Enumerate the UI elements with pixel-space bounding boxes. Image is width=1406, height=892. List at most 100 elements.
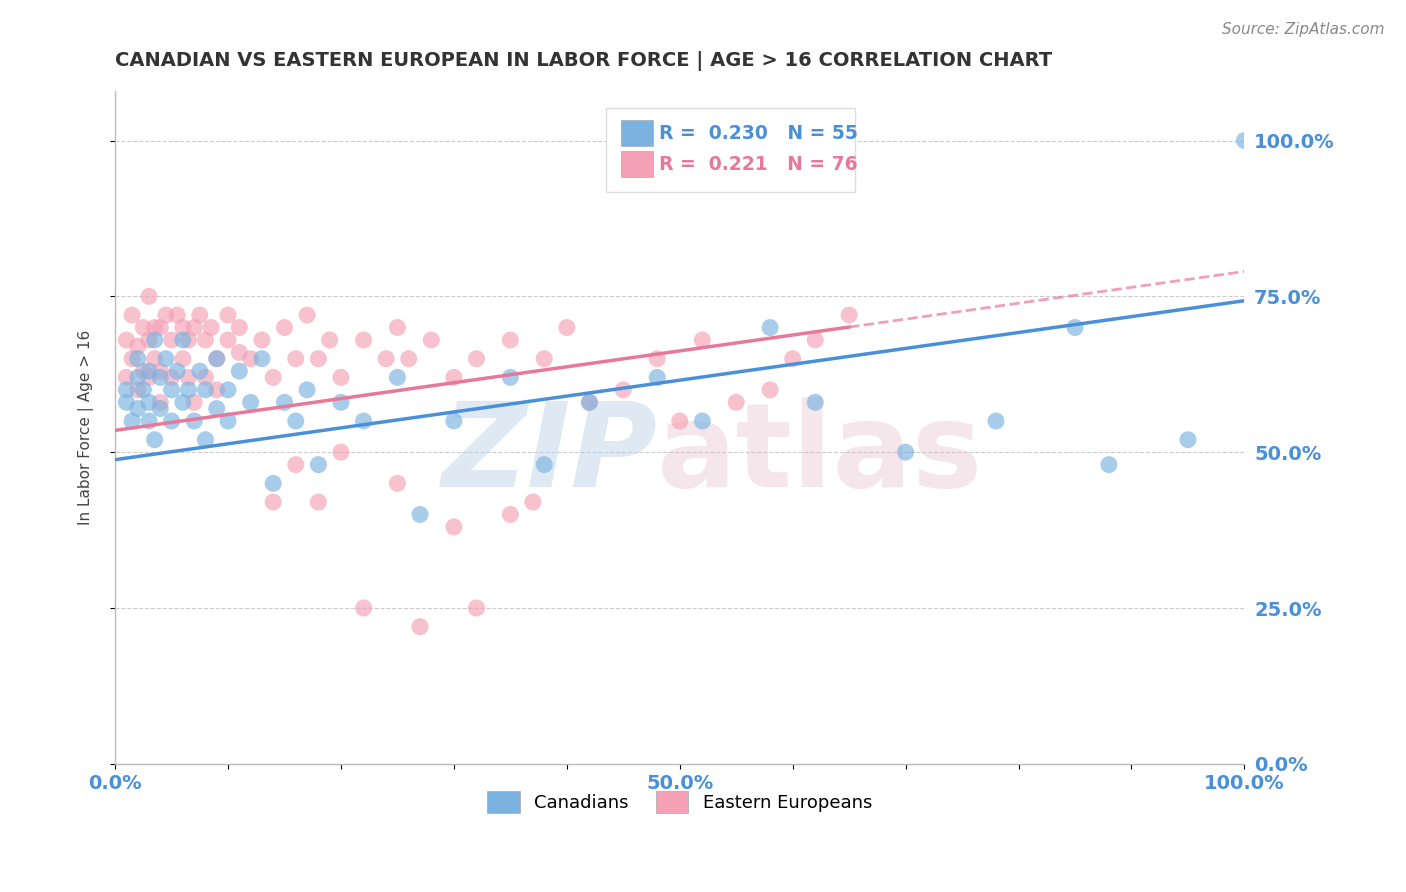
Point [188, 364, 211, 378]
Point [183, 414, 205, 428]
Point [115, 333, 138, 347]
Point [121, 414, 143, 428]
Point [387, 370, 409, 384]
Point [443, 414, 465, 428]
Point [194, 383, 217, 397]
Point [295, 383, 318, 397]
Point [172, 351, 194, 366]
Point [177, 383, 200, 397]
Point [127, 339, 149, 353]
Point [160, 383, 183, 397]
Point [121, 351, 143, 366]
Point [160, 414, 183, 428]
Point [273, 395, 295, 409]
Point [143, 333, 166, 347]
Point [330, 370, 353, 384]
Point [127, 370, 149, 384]
Text: Source: ZipAtlas.com: Source: ZipAtlas.com [1222, 22, 1385, 37]
Point [217, 414, 239, 428]
Point [759, 383, 782, 397]
Point [555, 320, 578, 334]
Point [155, 351, 177, 366]
Point [1098, 458, 1121, 472]
Point [166, 364, 188, 378]
Point [132, 320, 155, 334]
Text: R =  0.230   N = 55: R = 0.230 N = 55 [659, 124, 858, 143]
Point [166, 308, 188, 322]
Point [149, 320, 172, 334]
Point [115, 370, 138, 384]
Bar [621, 152, 652, 177]
Point [465, 601, 488, 615]
Point [409, 620, 432, 634]
Point [239, 351, 262, 366]
Point [250, 333, 273, 347]
Point [782, 351, 804, 366]
Point [228, 364, 250, 378]
Point [115, 383, 138, 397]
Point [217, 308, 239, 322]
Point [409, 508, 432, 522]
Point [533, 351, 555, 366]
Point [138, 333, 160, 347]
Point [420, 333, 443, 347]
Point [194, 433, 217, 447]
Point [330, 445, 353, 459]
Point [188, 308, 211, 322]
Point [138, 289, 160, 303]
Point [692, 333, 714, 347]
Point [200, 320, 222, 334]
Point [183, 320, 205, 334]
Point [228, 320, 250, 334]
Point [177, 370, 200, 384]
Point [804, 395, 827, 409]
Point [239, 395, 262, 409]
Point [250, 351, 273, 366]
Text: CANADIAN VS EASTERN EUROPEAN IN LABOR FORCE | AGE > 16 CORRELATION CHART: CANADIAN VS EASTERN EUROPEAN IN LABOR FO… [115, 51, 1052, 70]
Point [499, 370, 522, 384]
Point [353, 414, 375, 428]
Point [387, 476, 409, 491]
Point [465, 351, 488, 366]
Point [307, 495, 329, 509]
Point [387, 320, 409, 334]
Point [894, 445, 917, 459]
Point [522, 495, 544, 509]
Point [398, 351, 420, 366]
Point [307, 351, 329, 366]
Point [143, 433, 166, 447]
Point [172, 395, 194, 409]
Point [132, 383, 155, 397]
Text: R =  0.221   N = 76: R = 0.221 N = 76 [659, 154, 858, 174]
Point [804, 333, 827, 347]
Point [838, 308, 860, 322]
Point [194, 333, 217, 347]
Point [499, 508, 522, 522]
Point [578, 395, 600, 409]
Point [262, 476, 284, 491]
Point [1177, 433, 1199, 447]
Point [132, 364, 155, 378]
Point [149, 395, 172, 409]
Point [262, 370, 284, 384]
Point [284, 414, 307, 428]
Point [984, 414, 1007, 428]
Point [115, 395, 138, 409]
Point [149, 364, 172, 378]
Point [138, 370, 160, 384]
Point [143, 320, 166, 334]
Point [1064, 320, 1087, 334]
Point [318, 333, 340, 347]
Point [499, 333, 522, 347]
Point [612, 383, 634, 397]
Point [149, 370, 172, 384]
Point [645, 370, 668, 384]
Point [160, 333, 183, 347]
Point [172, 320, 194, 334]
Point [668, 414, 690, 428]
Legend: Canadians, Eastern Europeans: Canadians, Eastern Europeans [478, 782, 882, 822]
Point [330, 395, 353, 409]
Point [262, 495, 284, 509]
Point [127, 351, 149, 366]
Point [353, 333, 375, 347]
